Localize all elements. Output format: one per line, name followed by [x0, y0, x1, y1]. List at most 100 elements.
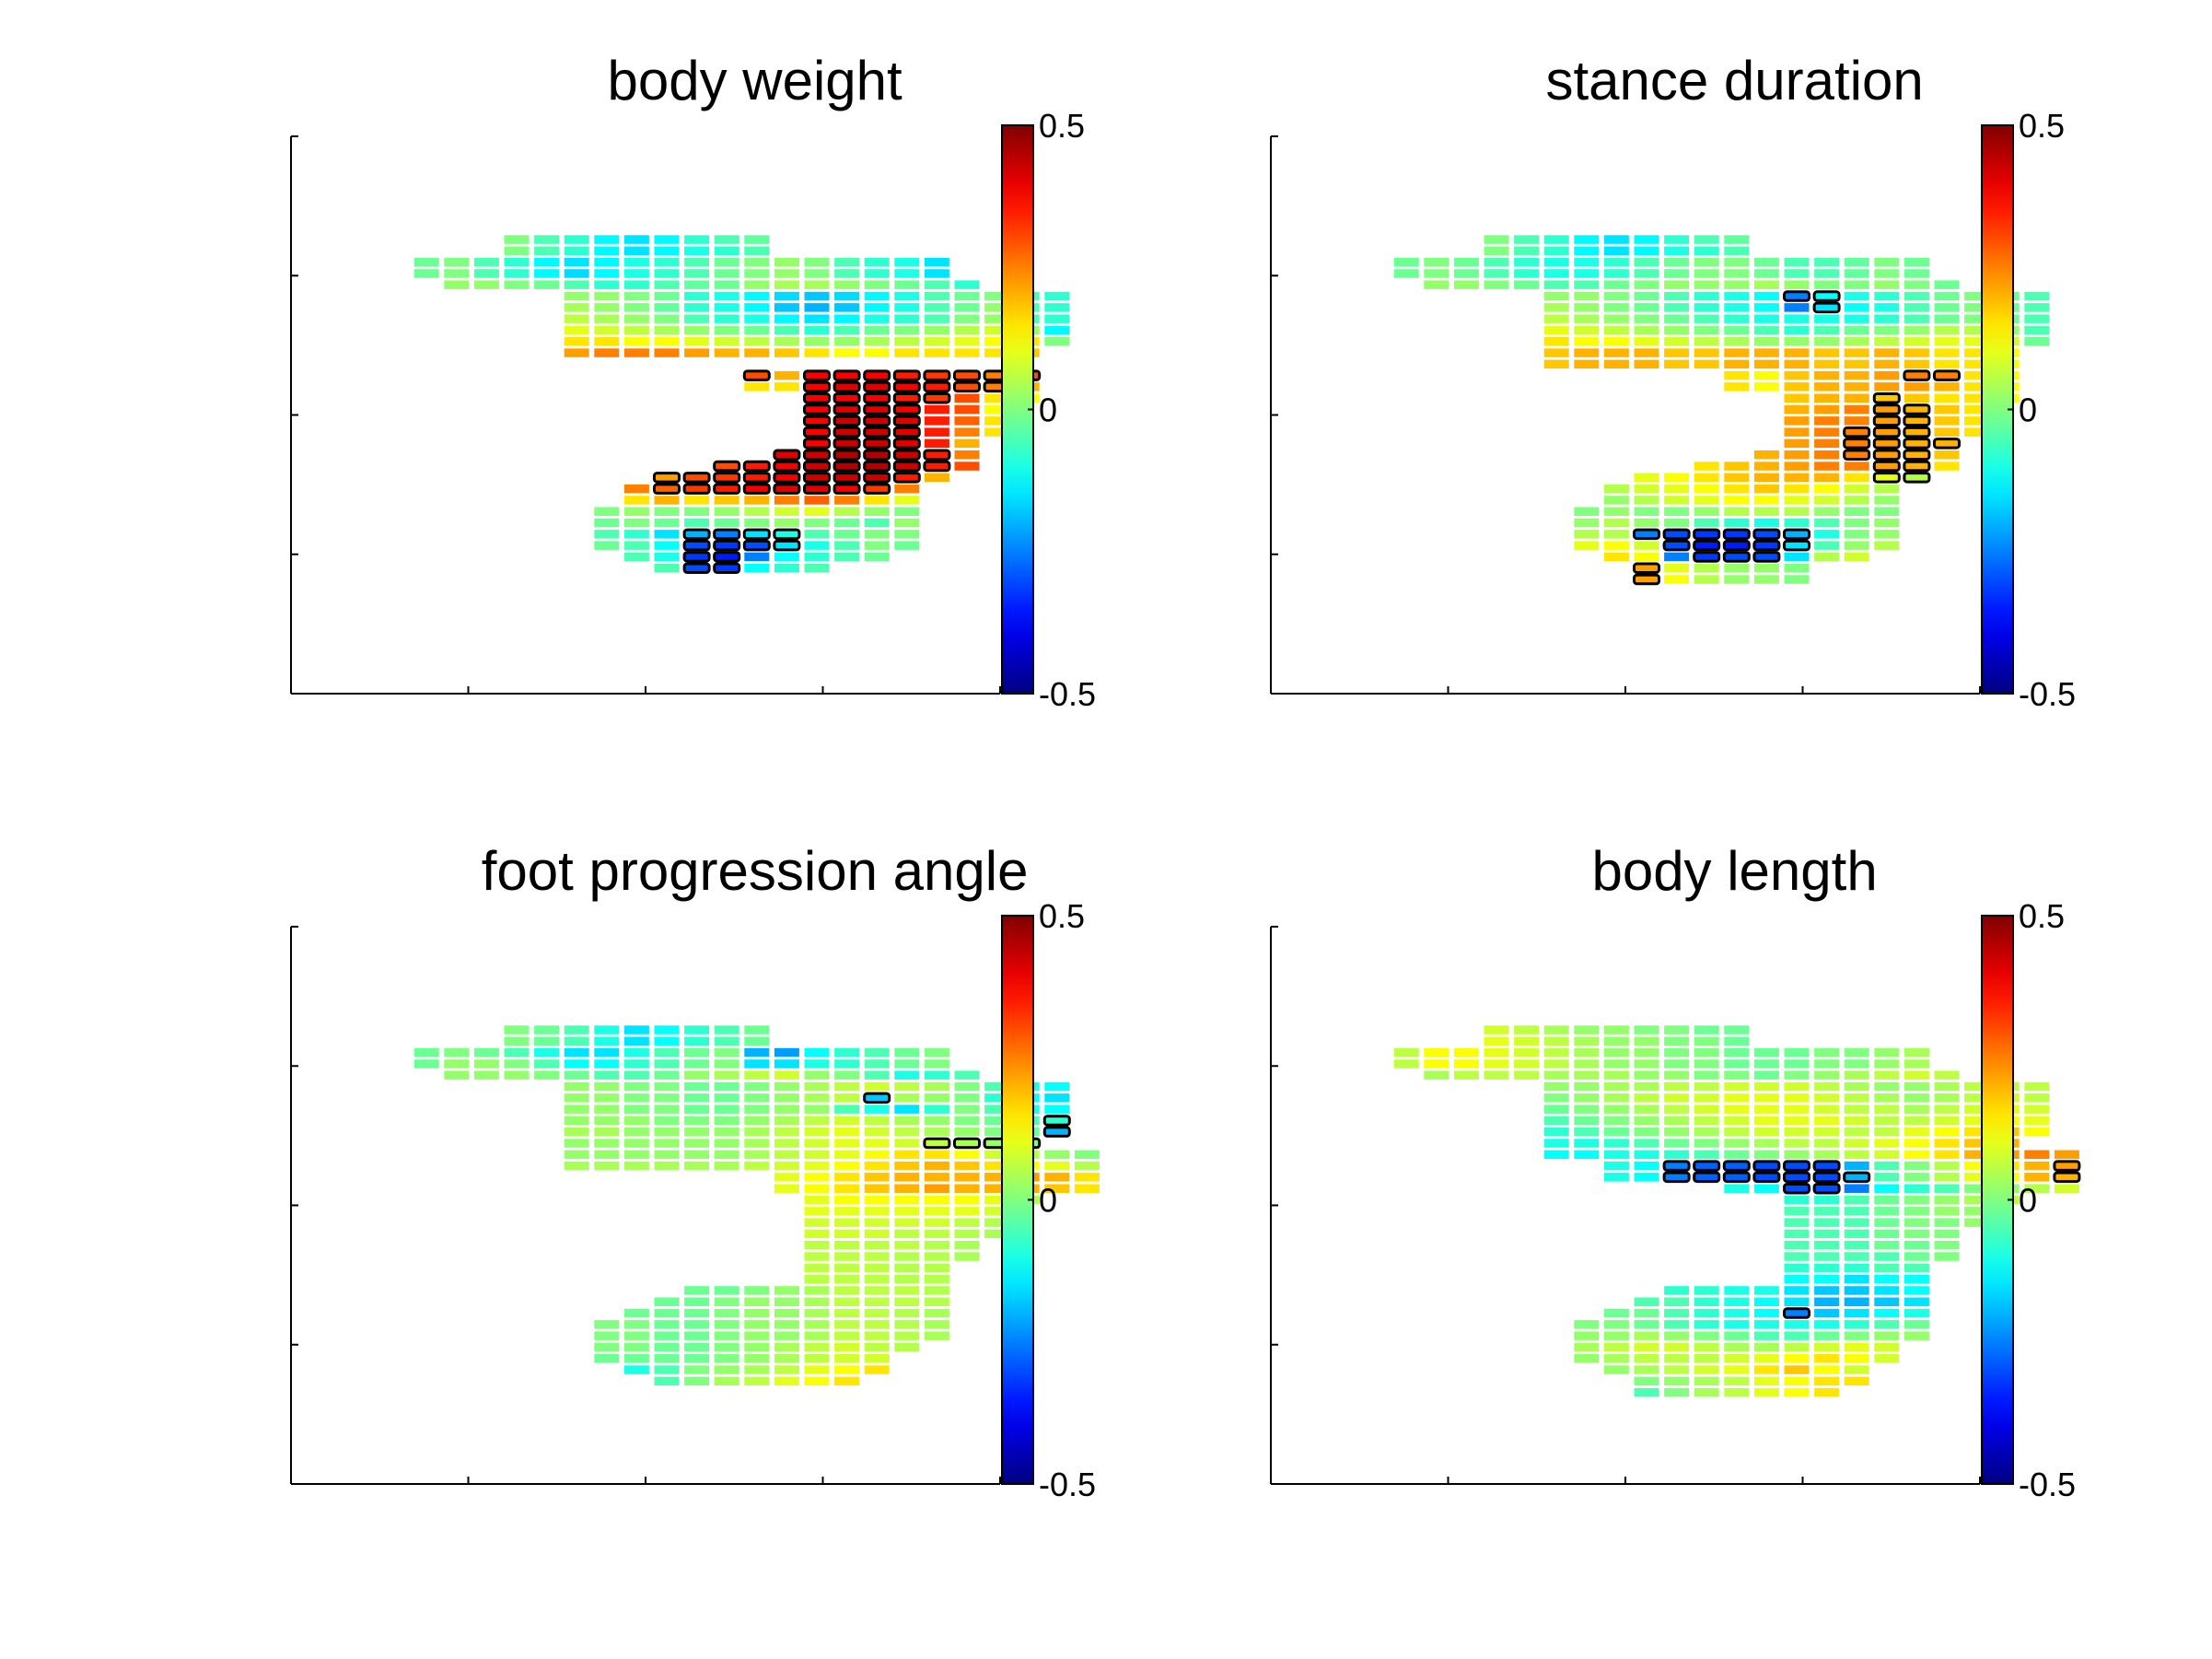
- heatmap-cell: [1903, 382, 1929, 391]
- heatmap-cell: [1603, 1139, 1629, 1148]
- significant-cell: [832, 392, 861, 404]
- heatmap-cell: [1634, 1093, 1659, 1103]
- heatmap-cell: [1874, 541, 1900, 550]
- heatmap-cell: [623, 1047, 649, 1057]
- heatmap-cell: [1543, 1036, 1569, 1046]
- significant-cell: [803, 392, 831, 404]
- heatmap-cell: [1784, 1241, 1810, 1250]
- heatmap-cell: [534, 257, 560, 267]
- heatmap-cell: [714, 1036, 739, 1046]
- heatmap-cell: [954, 450, 980, 460]
- significant-cell: [773, 472, 801, 484]
- significant-cell: [1872, 460, 1901, 473]
- heatmap-cell: [594, 325, 620, 335]
- significant-cell: [803, 369, 831, 381]
- heatmap-cell: [1874, 1081, 1900, 1092]
- heatmap-cell: [1543, 235, 1569, 244]
- heatmap-cell: [684, 1081, 710, 1092]
- heatmap-cell: [1903, 1308, 1929, 1318]
- heatmap-cell: [1424, 1070, 1449, 1080]
- heatmap-cell: [714, 235, 739, 244]
- significant-cell: [742, 460, 771, 473]
- significant-cell: [953, 369, 981, 381]
- heatmap-cell: [894, 1218, 920, 1227]
- heatmap-cell: [924, 269, 949, 278]
- heatmap-cell: [894, 280, 920, 289]
- heatmap-cell: [894, 530, 920, 539]
- heatmap-cell: [1903, 1127, 1929, 1137]
- heatmap-cell: [714, 1139, 739, 1148]
- heatmap-cell: [1664, 1093, 1690, 1103]
- heatmap-cell: [714, 1320, 739, 1329]
- heatmap-cell: [714, 507, 739, 516]
- heatmap-cell: [834, 325, 860, 335]
- heatmap-cell: [534, 280, 560, 289]
- heatmap-cell: [1724, 1184, 1750, 1193]
- heatmap-cell: [1874, 1047, 1900, 1057]
- heatmap-cell: [1814, 1229, 1840, 1239]
- heatmap-cell: [1694, 359, 1719, 369]
- heatmap-cell: [894, 348, 920, 357]
- heatmap-cell: [984, 314, 1010, 323]
- heatmap-cell: [1543, 314, 1569, 323]
- heatmap-cell: [924, 303, 949, 312]
- heatmap-cell: [1784, 507, 1810, 516]
- heatmap-cell: [864, 1207, 890, 1216]
- heatmap-cell: [1574, 1320, 1600, 1329]
- heatmap-cell: [2024, 1161, 2050, 1171]
- heatmap-cell: [834, 1161, 860, 1171]
- heatmap-cell: [684, 1139, 710, 1148]
- heatmap-cell: [954, 280, 980, 289]
- heatmap-cell: [1784, 393, 1810, 403]
- heatmap-cell: [654, 336, 680, 346]
- heatmap-cell: [623, 1331, 649, 1340]
- heatmap-cell: [1724, 235, 1750, 244]
- heatmap-cell: [1634, 303, 1659, 312]
- heatmap-cell: [1574, 1081, 1600, 1092]
- heatmap-cell: [594, 1342, 620, 1352]
- heatmap-cell: [834, 1173, 860, 1182]
- significant-cell: [892, 472, 921, 484]
- heatmap-cell: [1664, 1342, 1690, 1352]
- chart-title: body weight: [607, 50, 902, 111]
- heatmap-cell: [1694, 1036, 1719, 1046]
- heatmap-cell: [1634, 1365, 1659, 1374]
- heatmap-cell: [1603, 1104, 1629, 1114]
- heatmap-cell: [864, 1150, 890, 1160]
- heatmap-cell: [1814, 1308, 1840, 1318]
- heatmap-cell: [1964, 1173, 1990, 1182]
- heatmap-cell: [744, 235, 770, 244]
- heatmap-cell: [954, 1241, 980, 1250]
- heatmap-cell: [444, 1070, 470, 1080]
- heatmap-cell: [594, 1116, 620, 1126]
- heatmap-cell: [864, 507, 890, 516]
- heatmap-cell: [1603, 314, 1629, 323]
- heatmap-cell: [894, 325, 920, 335]
- heatmap-cell: [1784, 496, 1810, 505]
- heatmap-cell: [804, 257, 830, 267]
- heatmap-cell: [1724, 348, 1750, 357]
- heatmap-cell: [774, 291, 799, 301]
- heatmap-cell: [654, 1161, 680, 1171]
- heatmap-cell: [684, 1354, 710, 1363]
- heatmap-cell: [1903, 393, 1929, 403]
- heatmap-cell: [1844, 1342, 1869, 1352]
- significant-cell: [1693, 539, 1721, 552]
- heatmap-cell: [1393, 269, 1419, 278]
- heatmap-cell: [834, 1331, 860, 1340]
- heatmap-cell: [1603, 1331, 1629, 1340]
- heatmap-cell: [834, 1047, 860, 1057]
- heatmap-cell: [864, 1229, 890, 1239]
- heatmap-cell: [1724, 370, 1750, 380]
- heatmap-cell: [654, 269, 680, 278]
- significant-cell: [863, 403, 891, 415]
- heatmap-cell: [1694, 1104, 1719, 1114]
- heatmap-cell: [894, 1331, 920, 1340]
- significant-cell: [832, 426, 861, 438]
- heatmap-cell: [984, 1150, 1010, 1160]
- heatmap-cell: [1814, 484, 1840, 494]
- heatmap-cell: [894, 484, 920, 494]
- heatmap-cell: [654, 518, 680, 528]
- heatmap-cell: [473, 257, 499, 267]
- heatmap-cell: [714, 1104, 739, 1114]
